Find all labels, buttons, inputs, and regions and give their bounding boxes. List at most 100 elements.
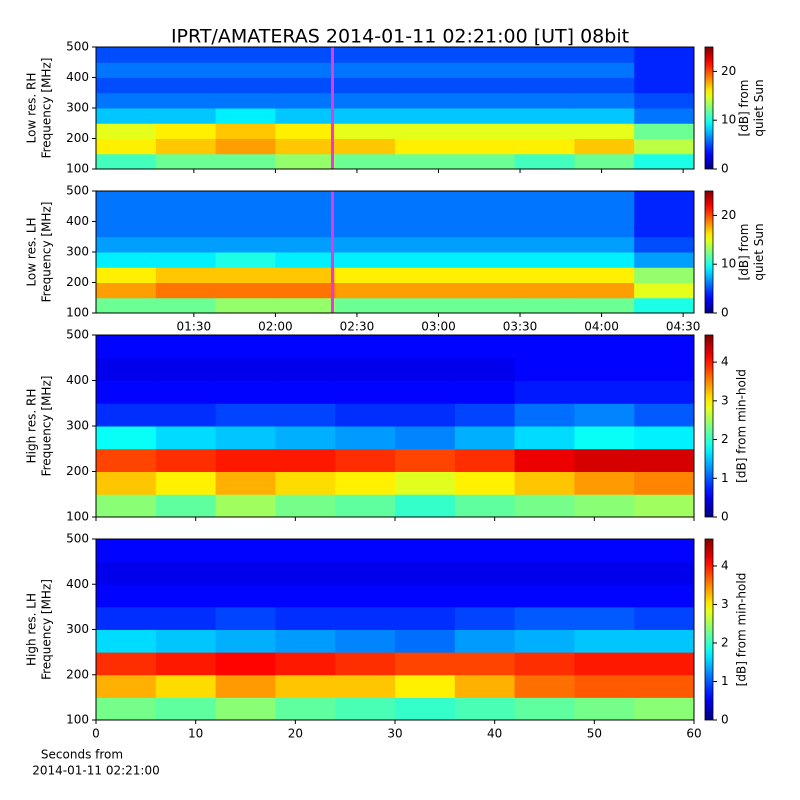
- heatmap-cell: [155, 606, 217, 630]
- heatmap-cell: [514, 92, 575, 109]
- heatmap-cell: [395, 47, 456, 63]
- heatmap-cell: [454, 267, 516, 283]
- heatmap-cell: [454, 494, 516, 518]
- heatmap-cell: [574, 584, 635, 608]
- heatmap-cell: [395, 403, 456, 427]
- heatmap-cell: [514, 62, 575, 78]
- heatmap-cell: [634, 561, 695, 585]
- heatmap-cell: [335, 47, 396, 63]
- heatmap-cell: [215, 335, 276, 359]
- heatmap-cell: [96, 108, 157, 124]
- heatmap-cell: [395, 252, 456, 268]
- heatmap-cell: [634, 539, 695, 563]
- heatmap-cell: [96, 77, 157, 94]
- heatmap-cell: [454, 426, 516, 450]
- colorbar-tick-label: 20: [721, 64, 736, 78]
- heatmap-cell: [155, 138, 217, 155]
- colorbar-label: quiet Sun: [752, 79, 766, 136]
- colorbar: [704, 538, 714, 721]
- y-tick-label: 200: [66, 667, 89, 681]
- heatmap-cell: [275, 282, 336, 299]
- heatmap-cell: [215, 138, 276, 155]
- heatmap-cell: [514, 652, 575, 676]
- heatmap-cell: [514, 494, 575, 518]
- heatmap-cell: [514, 357, 575, 381]
- heatmap-cell: [335, 584, 396, 608]
- heatmap-cell: [514, 282, 575, 299]
- heatmap-cell: [634, 62, 695, 78]
- heatmap-cell: [634, 153, 695, 170]
- colorbar: [704, 190, 714, 314]
- heatmap-cell: [634, 584, 695, 608]
- heatmap-cell: [514, 108, 575, 124]
- heatmap-cell: [395, 221, 456, 238]
- heatmap-cell: [275, 297, 336, 314]
- colorbar-tick-label: 10: [721, 257, 736, 271]
- heatmap-cell: [215, 494, 276, 518]
- heatmap-cell: [514, 221, 575, 238]
- heatmap-cell: [574, 62, 635, 78]
- heatmap-cell: [514, 403, 575, 427]
- heatmap-cell: [155, 652, 217, 676]
- y-tick-label: 300: [66, 419, 89, 433]
- colorbar-tick-label: 3: [721, 393, 729, 407]
- heatmap-cell: [155, 494, 217, 518]
- heatmap-cell: [335, 297, 396, 314]
- heatmap-cell: [574, 108, 635, 124]
- heatmap-cell: [454, 138, 516, 155]
- heatmap-cell: [335, 561, 396, 585]
- heatmap-cell: [335, 606, 396, 630]
- heatmap-cell: [395, 123, 456, 139]
- heatmap-cell: [96, 380, 157, 404]
- heatmap-cell: [574, 236, 635, 253]
- heatmap-cell: [155, 380, 217, 404]
- heatmap-cell: [215, 561, 276, 585]
- colorbar-tick-label: 1: [721, 471, 729, 485]
- heatmap-cell: [454, 62, 516, 78]
- heatmap-cell: [96, 252, 157, 268]
- heatmap-cell: [96, 697, 157, 721]
- heatmap-cell: [634, 335, 695, 359]
- heatmap-cell: [96, 357, 157, 381]
- heatmap-cell: [574, 448, 635, 472]
- heatmap-cell: [96, 606, 157, 630]
- heatmap-cell: [335, 153, 396, 170]
- heatmap-cell: [215, 267, 276, 283]
- heatmap-cell: [395, 236, 456, 253]
- heatmap-cell: [96, 92, 157, 109]
- heatmap-cell: [335, 252, 396, 268]
- heatmap-cell: [155, 252, 217, 268]
- heatmap-cell: [96, 426, 157, 450]
- heatmap-cell: [155, 426, 217, 450]
- heatmap-cell: [454, 606, 516, 630]
- heatmap-cell: [215, 697, 276, 721]
- heatmap-cell: [275, 584, 336, 608]
- heatmap-cell: [395, 584, 456, 608]
- heatmap-cell: [574, 47, 635, 63]
- heatmap-cell: [634, 236, 695, 253]
- heatmap-cell: [335, 629, 396, 653]
- heatmap-cell: [395, 138, 456, 155]
- heatmap-cell: [514, 426, 575, 450]
- colorbar-label: quiet Sun: [752, 223, 766, 280]
- heatmap-cell: [514, 561, 575, 585]
- heatmap-cell: [454, 380, 516, 404]
- heatmap-cell: [395, 108, 456, 124]
- heatmap-cell: [574, 426, 635, 450]
- y-axis-label: Frequency [MHz]: [40, 579, 54, 680]
- heatmap-cell: [96, 539, 157, 563]
- heatmap-cell: [96, 561, 157, 585]
- heatmap-cell: [395, 380, 456, 404]
- heatmap-cell: [155, 62, 217, 78]
- heatmap-cell: [634, 92, 695, 109]
- heatmap-cell: [514, 584, 575, 608]
- x-tick-label: 04:00: [584, 320, 619, 334]
- heatmap-cell: [574, 267, 635, 283]
- colorbar-tick-label: 0: [721, 510, 729, 524]
- heatmap-cell: [275, 561, 336, 585]
- heatmap-cell: [514, 380, 575, 404]
- heatmap-cell: [634, 252, 695, 268]
- heatmap-cell: [454, 252, 516, 268]
- heatmap-cell: [574, 403, 635, 427]
